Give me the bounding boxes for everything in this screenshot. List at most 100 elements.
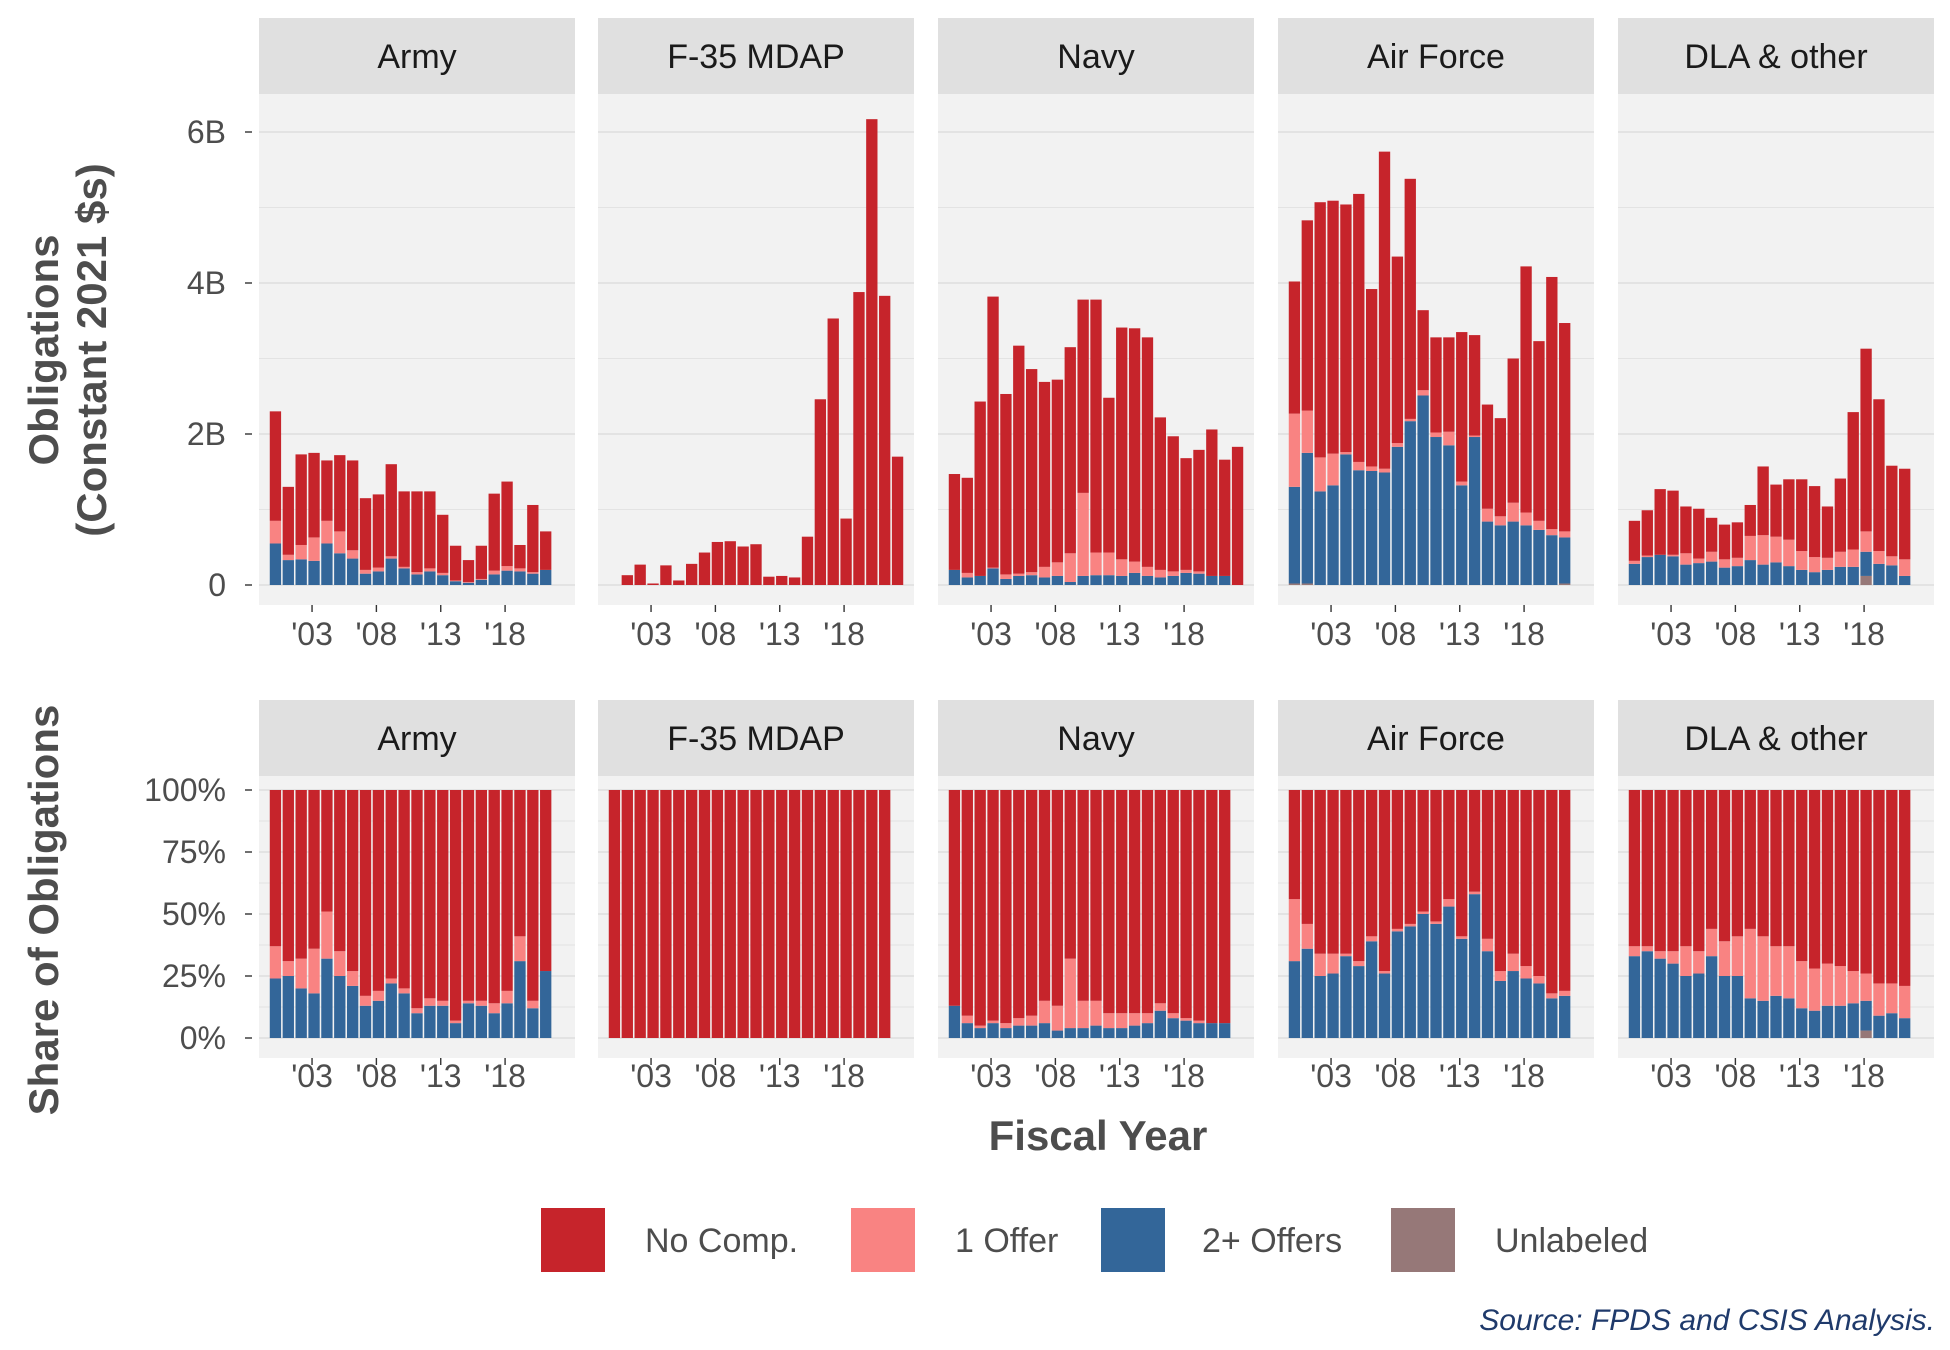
bar-no-comp-2010 xyxy=(398,491,410,567)
bar-no-comp-2019 xyxy=(1193,790,1205,1021)
bar-2-offers-2010 xyxy=(1757,1000,1769,1038)
bar-no-comp-2014 xyxy=(1808,790,1821,969)
bar-no-comp-2002 xyxy=(295,790,307,959)
bar-1-offer-2006 xyxy=(1705,928,1718,957)
bar-1-offer-2018 xyxy=(501,990,513,1004)
bar-no-comp-2014 xyxy=(449,790,462,1021)
bar-no-comp-2017 xyxy=(827,318,839,585)
bar-1-offer-2002 xyxy=(1314,953,1326,976)
bar-no-comp-2003 xyxy=(1667,790,1679,952)
bar-no-comp-2017 xyxy=(488,493,500,571)
bar-no-comp-2008 xyxy=(711,541,724,585)
bar-2-offers-2016 xyxy=(1154,577,1167,585)
bar-no-comp-2019 xyxy=(1193,449,1205,572)
bar-no-comp-2007 xyxy=(1038,381,1051,567)
bar-no-comp-2004 xyxy=(660,565,672,585)
bar-2-offers-2009 xyxy=(1744,560,1756,585)
bar-1-offer-2017 xyxy=(488,1003,500,1014)
bar-no-comp-2009 xyxy=(1064,347,1076,554)
legend-label-2-offers: 2+ Offers xyxy=(1202,1222,1342,1260)
facet-strip xyxy=(1278,18,1594,94)
bar-no-comp-2012 xyxy=(1103,397,1115,553)
bar-1-offer-2017 xyxy=(1847,971,1859,1004)
bar-1-offer-2011 xyxy=(1430,432,1442,438)
bar-2-offers-2011 xyxy=(1090,1025,1102,1038)
bar-1-offer-2012 xyxy=(424,998,436,1006)
bar-2-offers-2010 xyxy=(1077,1028,1089,1038)
x-tick-label: '03 xyxy=(1310,616,1352,652)
bar-2-offers-2002 xyxy=(974,1028,986,1038)
bar-no-comp-2010 xyxy=(1417,310,1429,391)
bar-1-offer-2017 xyxy=(1847,549,1859,567)
bar-1-offer-2007 xyxy=(1718,941,1731,976)
bar-no-comp-2009 xyxy=(1404,790,1416,924)
bar-no-comp-2012 xyxy=(1443,337,1455,432)
bar-no-comp-2012 xyxy=(424,790,436,999)
bar-1-offer-2012 xyxy=(424,568,436,572)
bar-2-offers-2017 xyxy=(488,574,500,585)
bar-no-comp-2009 xyxy=(1404,178,1416,419)
bar-2-offers-2000 xyxy=(269,543,282,585)
bar-2-offers-2007 xyxy=(1038,577,1051,585)
bar-2-offers-2009 xyxy=(1744,998,1756,1038)
bar-1-offer-2006 xyxy=(346,971,359,986)
bar-no-comp-2002 xyxy=(1654,489,1666,555)
bar-2-offers-2006 xyxy=(1025,575,1038,585)
legend-swatch-no-comp xyxy=(539,1206,607,1274)
bar-2-offers-2021 xyxy=(1899,1018,1911,1038)
bar-1-offer-2010 xyxy=(398,566,410,569)
bar-no-comp-2005 xyxy=(1353,790,1365,962)
bar-1-offer-2006 xyxy=(1025,572,1038,576)
bar-no-comp-2001 xyxy=(621,790,633,1038)
bar-no-comp-2003 xyxy=(987,296,999,568)
bar-2-offers-2016 xyxy=(1834,1005,1847,1038)
bar-no-comp-2015 xyxy=(801,790,814,1038)
bar-2-offers-2017 xyxy=(1167,575,1179,585)
bar-2-offers-2000 xyxy=(948,1005,961,1038)
bar-no-comp-2008 xyxy=(1051,379,1064,563)
bar-no-comp-2007 xyxy=(1718,790,1731,942)
bar-2-offers-2021 xyxy=(1559,995,1571,1038)
bar-no-comp-2018 xyxy=(1860,348,1872,532)
y-tick-label: 0 xyxy=(208,567,226,603)
bar-2-offers-2013 xyxy=(1456,938,1468,1038)
bar-2-offers-2003 xyxy=(1667,963,1679,1038)
legend-label-no-comp: No Comp. xyxy=(645,1222,798,1260)
bar-2-offers-2013 xyxy=(1456,485,1468,585)
bar-1-offer-2005 xyxy=(1353,461,1365,471)
bar-2-offers-2016 xyxy=(1494,525,1507,585)
bar-2-offers-2017 xyxy=(1507,971,1519,1038)
x-tick-label: '13 xyxy=(1099,616,1141,652)
bar-no-comp-2010 xyxy=(1077,299,1089,493)
bar-no-comp-2015 xyxy=(462,560,475,582)
bar-1-offer-2012 xyxy=(1783,946,1795,999)
bar-2-offers-2000 xyxy=(948,569,961,585)
bar-no-comp-2004 xyxy=(1680,790,1692,947)
bar-no-comp-2018 xyxy=(1180,790,1192,1019)
bar-2-offers-2013 xyxy=(437,575,449,585)
bar-1-offer-2010 xyxy=(1417,390,1429,396)
bar-1-offer-2002 xyxy=(1314,457,1326,492)
bar-2-offers-2018 xyxy=(1860,551,1872,576)
bar-2-offers-2004 xyxy=(1340,956,1352,1038)
bar-2-offers-2021 xyxy=(1219,575,1231,585)
bar-2-offers-2017 xyxy=(488,1013,500,1038)
x-tick-label: '13 xyxy=(1779,616,1821,652)
bar-2-offers-2004 xyxy=(1000,1028,1012,1038)
bar-no-comp-2017 xyxy=(1847,412,1859,550)
panel-air-force: Air Force'03'08'13'18 xyxy=(1278,700,1594,1094)
bar-2-offers-2003 xyxy=(308,560,320,585)
bar-no-comp-2013 xyxy=(1116,327,1128,560)
bar-2-offers-2012 xyxy=(1443,445,1455,585)
legend-swatch-unlabeled xyxy=(1389,1206,1457,1274)
bar-2-offers-2017 xyxy=(1507,521,1519,585)
bar-no-comp-2022 xyxy=(891,456,904,585)
bar-2-offers-2002 xyxy=(1314,491,1326,585)
facet-strip xyxy=(259,18,575,94)
bar-2-offers-2001 xyxy=(1301,948,1313,1038)
bar-no-comp-2012 xyxy=(1783,479,1795,540)
bar-2-offers-2005 xyxy=(1013,1025,1025,1038)
bar-1-offer-2011 xyxy=(1770,536,1782,563)
bar-1-offer-2018 xyxy=(1180,1018,1192,1021)
bar-no-comp-2015 xyxy=(1821,506,1834,558)
